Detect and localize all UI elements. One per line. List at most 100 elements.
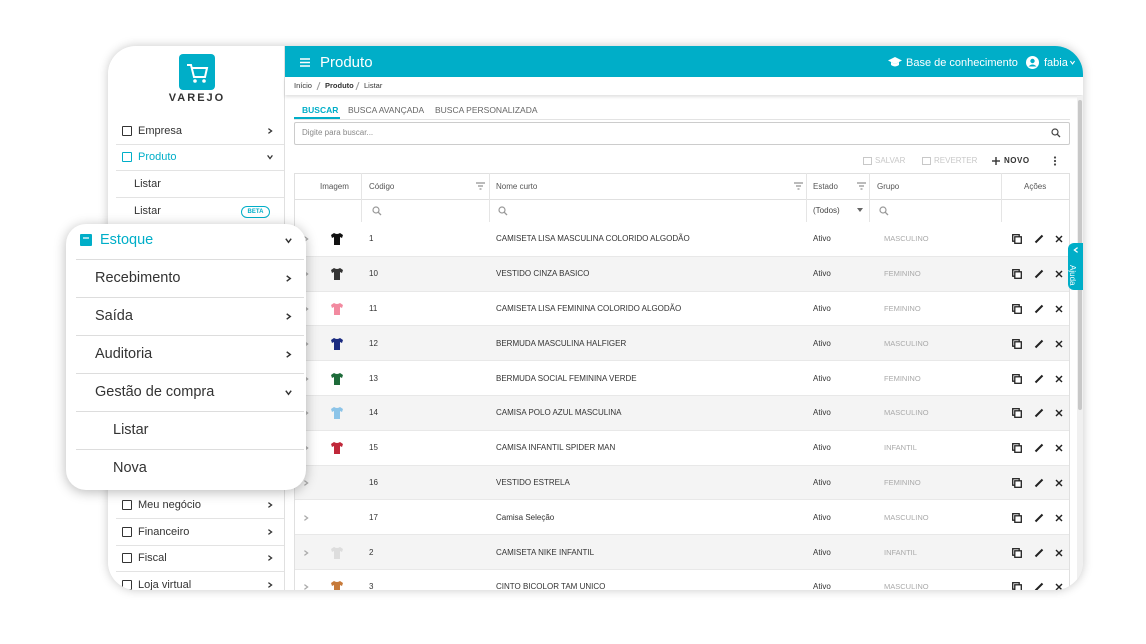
icon-part (1055, 340, 1063, 348)
icon-part (304, 514, 309, 521)
breadcrumb-item[interactable]: Início (294, 81, 312, 90)
action-copy[interactable] (1012, 512, 1022, 523)
action-edit[interactable] (1034, 269, 1044, 279)
row-expand[interactable] (302, 479, 310, 487)
filter-search-icon[interactable] (498, 206, 508, 216)
user-icon (1026, 56, 1039, 69)
action-copy[interactable] (1012, 478, 1022, 488)
action-copy[interactable] (1012, 408, 1022, 419)
action-copy[interactable] (1012, 582, 1022, 590)
user-menu[interactable]: fabia (1044, 57, 1068, 69)
sidebar-item[interactable]: Empresa (138, 125, 183, 137)
action-copy[interactable] (1012, 547, 1022, 558)
sidebar-item[interactable]: Listar (134, 205, 161, 217)
action-copy[interactable] (1012, 269, 1022, 280)
action-edit[interactable] (1034, 304, 1044, 314)
sidebar-item[interactable]: Produto (138, 151, 177, 163)
action-edit[interactable] (1034, 443, 1044, 453)
action-edit[interactable] (1034, 513, 1044, 523)
column-header[interactable]: Estado (813, 182, 838, 191)
help-tab[interactable] (1068, 243, 1083, 290)
column-header[interactable]: Código (369, 182, 395, 191)
sidebar-separator (116, 545, 284, 546)
toolbar-button[interactable]: NOVO (1004, 156, 1030, 165)
row-expand[interactable] (302, 583, 310, 590)
breadcrumb-item[interactable]: Produto (325, 81, 354, 90)
icon-part (1053, 156, 1057, 166)
sidebar-item[interactable]: Fiscal (138, 552, 167, 564)
menu-item[interactable]: Nova (113, 460, 147, 476)
icon-part (1055, 270, 1063, 278)
action-edit[interactable] (1034, 548, 1044, 558)
icon-part (1055, 270, 1063, 278)
logo-text: VAREJO (168, 92, 226, 104)
column-filter-icon[interactable] (794, 182, 803, 190)
action-edit[interactable] (1034, 234, 1044, 244)
search-icon[interactable] (1051, 128, 1061, 138)
sidebar-item[interactable]: Meu negócio (138, 499, 201, 511)
sidebar-item[interactable]: Financeiro (138, 526, 190, 538)
action-copy[interactable] (1012, 443, 1022, 454)
menu-item[interactable]: Estoque (100, 232, 154, 248)
action-copy[interactable] (1012, 304, 1022, 314)
icon-part (286, 351, 292, 358)
tab[interactable]: BUSCA AVANÇADA (348, 105, 425, 115)
help-label[interactable]: Ajuda (1068, 265, 1077, 286)
action-edit[interactable] (1034, 339, 1044, 349)
row-expand[interactable] (302, 514, 310, 522)
filter-search-icon[interactable] (879, 206, 889, 216)
column-header[interactable]: Nome curto (496, 182, 538, 191)
icon-part (331, 268, 343, 281)
action-delete[interactable] (1055, 409, 1063, 417)
menu-icon[interactable] (300, 58, 310, 67)
status-filter[interactable]: (Todos) (813, 206, 840, 215)
sidebar-item[interactable]: Listar (134, 178, 161, 190)
column-header[interactable]: Grupo (877, 182, 900, 191)
action-delete[interactable] (1055, 479, 1063, 487)
column-filter-icon[interactable] (857, 182, 866, 190)
sidebar-item[interactable]: Loja virtual (138, 579, 192, 590)
menu-item[interactable]: Saída (95, 308, 133, 324)
column-header[interactable]: Imagem (320, 182, 349, 191)
action-delete[interactable] (1055, 549, 1063, 557)
action-edit[interactable] (1034, 374, 1044, 384)
action-copy[interactable] (1012, 373, 1022, 384)
action-delete[interactable] (1055, 235, 1063, 243)
icon-part (879, 206, 887, 214)
cell-status: Ativo (813, 582, 831, 590)
menu-item[interactable]: Gestão de compra (95, 384, 215, 400)
action-edit[interactable] (1034, 478, 1044, 488)
action-edit[interactable] (1034, 582, 1044, 590)
icon-part (1014, 549, 1022, 558)
tab[interactable]: BUSCA PERSONALIZADA (435, 105, 538, 115)
filter-search-icon[interactable] (372, 206, 382, 216)
menu-item[interactable]: Listar (113, 422, 149, 438)
more-options[interactable] (1053, 156, 1057, 166)
action-delete[interactable] (1055, 340, 1063, 348)
action-delete[interactable] (1055, 514, 1063, 522)
row-expand[interactable] (302, 549, 310, 557)
menu-item[interactable]: Recebimento (95, 270, 181, 286)
icon-part (1069, 60, 1076, 65)
cell-group: MASCULINO (884, 512, 929, 522)
action-delete[interactable] (1055, 305, 1063, 313)
action-copy[interactable] (1012, 338, 1022, 349)
breadcrumb-bar (285, 77, 1083, 95)
cell-code: 12 (369, 338, 378, 348)
action-delete[interactable] (1055, 375, 1063, 383)
action-delete[interactable] (1055, 444, 1063, 452)
knowledge-base-link[interactable]: Base de conhecimento (906, 57, 1018, 69)
cell-status: Ativo (813, 304, 831, 313)
menu-item[interactable]: Auditoria (95, 346, 153, 362)
action-delete[interactable] (1055, 583, 1063, 590)
menu-separator (76, 335, 304, 336)
icon-part (476, 182, 485, 190)
column-filter-icon[interactable] (476, 182, 485, 190)
action-copy[interactable] (1012, 234, 1022, 245)
action-delete[interactable] (1055, 270, 1063, 278)
action-edit[interactable] (1034, 408, 1044, 418)
tab[interactable]: BUSCAR (302, 105, 339, 115)
search-box[interactable] (294, 122, 1070, 145)
icon-part (285, 390, 292, 396)
